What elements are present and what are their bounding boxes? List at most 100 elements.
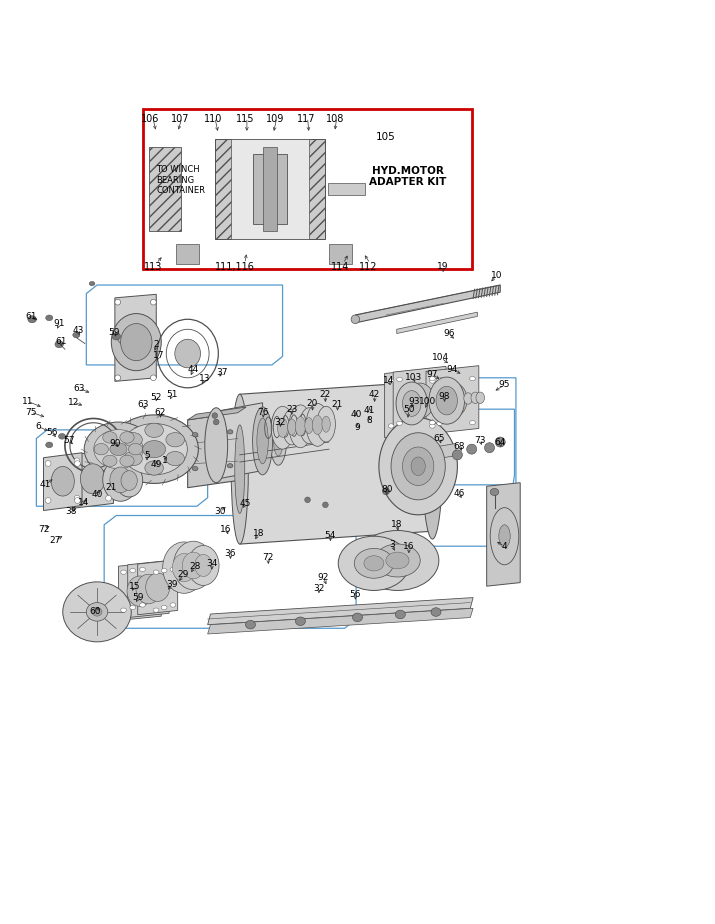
Ellipse shape	[213, 419, 219, 425]
Ellipse shape	[51, 467, 74, 496]
Text: 11: 11	[22, 396, 34, 406]
Text: 68: 68	[454, 442, 465, 451]
Ellipse shape	[383, 488, 390, 495]
Text: 8: 8	[366, 416, 372, 425]
Text: 62: 62	[155, 408, 166, 418]
Text: 23: 23	[286, 405, 297, 414]
Text: 43: 43	[72, 326, 84, 335]
Ellipse shape	[145, 423, 164, 437]
Ellipse shape	[430, 420, 435, 425]
Text: 28: 28	[189, 562, 200, 571]
Polygon shape	[214, 140, 325, 239]
Text: 104: 104	[433, 353, 450, 362]
Ellipse shape	[397, 384, 427, 420]
Ellipse shape	[162, 568, 167, 573]
Ellipse shape	[106, 495, 112, 501]
Ellipse shape	[124, 452, 142, 466]
Text: 91: 91	[54, 319, 65, 328]
Ellipse shape	[305, 497, 310, 503]
Ellipse shape	[45, 461, 51, 467]
Text: 96: 96	[443, 329, 455, 338]
Ellipse shape	[106, 458, 112, 464]
Text: 40: 40	[92, 490, 104, 499]
Text: 76: 76	[257, 407, 269, 417]
Ellipse shape	[110, 443, 127, 456]
Ellipse shape	[317, 407, 335, 442]
Text: 21: 21	[332, 400, 343, 409]
Text: 27: 27	[49, 536, 61, 545]
Ellipse shape	[124, 432, 142, 447]
Text: 3: 3	[389, 540, 395, 549]
Text: 90: 90	[109, 439, 121, 448]
Ellipse shape	[490, 489, 499, 495]
Ellipse shape	[89, 282, 95, 286]
Polygon shape	[72, 450, 114, 508]
Ellipse shape	[322, 502, 328, 507]
Polygon shape	[487, 482, 521, 586]
Ellipse shape	[146, 573, 169, 602]
Ellipse shape	[403, 391, 421, 417]
Text: 56: 56	[46, 428, 58, 437]
Text: 9: 9	[355, 423, 360, 432]
Text: 105: 105	[376, 132, 396, 142]
Ellipse shape	[485, 443, 495, 453]
Ellipse shape	[46, 442, 53, 448]
Text: 117: 117	[297, 114, 315, 124]
Ellipse shape	[397, 421, 403, 425]
Polygon shape	[187, 413, 237, 488]
Ellipse shape	[212, 413, 217, 419]
Ellipse shape	[121, 570, 127, 575]
Ellipse shape	[170, 567, 176, 572]
Text: 59: 59	[133, 593, 144, 602]
Text: 114: 114	[331, 262, 350, 273]
Ellipse shape	[467, 444, 477, 455]
Ellipse shape	[282, 409, 301, 444]
Text: 54: 54	[325, 531, 336, 540]
Text: 41: 41	[364, 407, 375, 415]
Polygon shape	[207, 608, 473, 634]
Ellipse shape	[28, 316, 36, 322]
Ellipse shape	[112, 333, 121, 340]
Text: 30: 30	[214, 507, 226, 517]
Ellipse shape	[139, 567, 145, 572]
Ellipse shape	[103, 432, 117, 444]
Ellipse shape	[403, 447, 434, 485]
Ellipse shape	[194, 554, 212, 577]
Ellipse shape	[139, 602, 145, 607]
Text: 110: 110	[204, 114, 222, 124]
Ellipse shape	[166, 452, 184, 466]
Ellipse shape	[312, 415, 322, 434]
Text: 107: 107	[172, 114, 189, 124]
Ellipse shape	[235, 425, 245, 514]
Ellipse shape	[364, 555, 384, 571]
Text: 41: 41	[39, 480, 51, 490]
Text: 44: 44	[188, 365, 199, 373]
Text: 12: 12	[68, 397, 79, 407]
Text: 10: 10	[491, 271, 503, 280]
Text: 72: 72	[262, 553, 274, 562]
Ellipse shape	[130, 605, 136, 610]
Polygon shape	[138, 560, 177, 614]
Text: 13: 13	[199, 374, 210, 383]
Text: 18: 18	[391, 519, 403, 529]
Ellipse shape	[227, 464, 233, 468]
Text: 64: 64	[495, 438, 506, 447]
Text: 21: 21	[106, 483, 117, 492]
Text: 34: 34	[206, 559, 217, 568]
Ellipse shape	[45, 498, 51, 504]
Ellipse shape	[231, 395, 248, 544]
Text: 1: 1	[162, 456, 168, 465]
Ellipse shape	[277, 419, 287, 437]
Ellipse shape	[172, 553, 196, 582]
Ellipse shape	[375, 544, 420, 577]
Ellipse shape	[170, 602, 176, 607]
Text: 100: 100	[419, 396, 436, 406]
Text: 106: 106	[142, 114, 159, 124]
Ellipse shape	[103, 456, 117, 467]
Text: 115: 115	[236, 114, 255, 124]
Text: 2: 2	[154, 340, 159, 348]
Ellipse shape	[464, 393, 473, 404]
Ellipse shape	[495, 437, 506, 447]
Ellipse shape	[143, 441, 166, 457]
Text: 103: 103	[405, 372, 422, 382]
